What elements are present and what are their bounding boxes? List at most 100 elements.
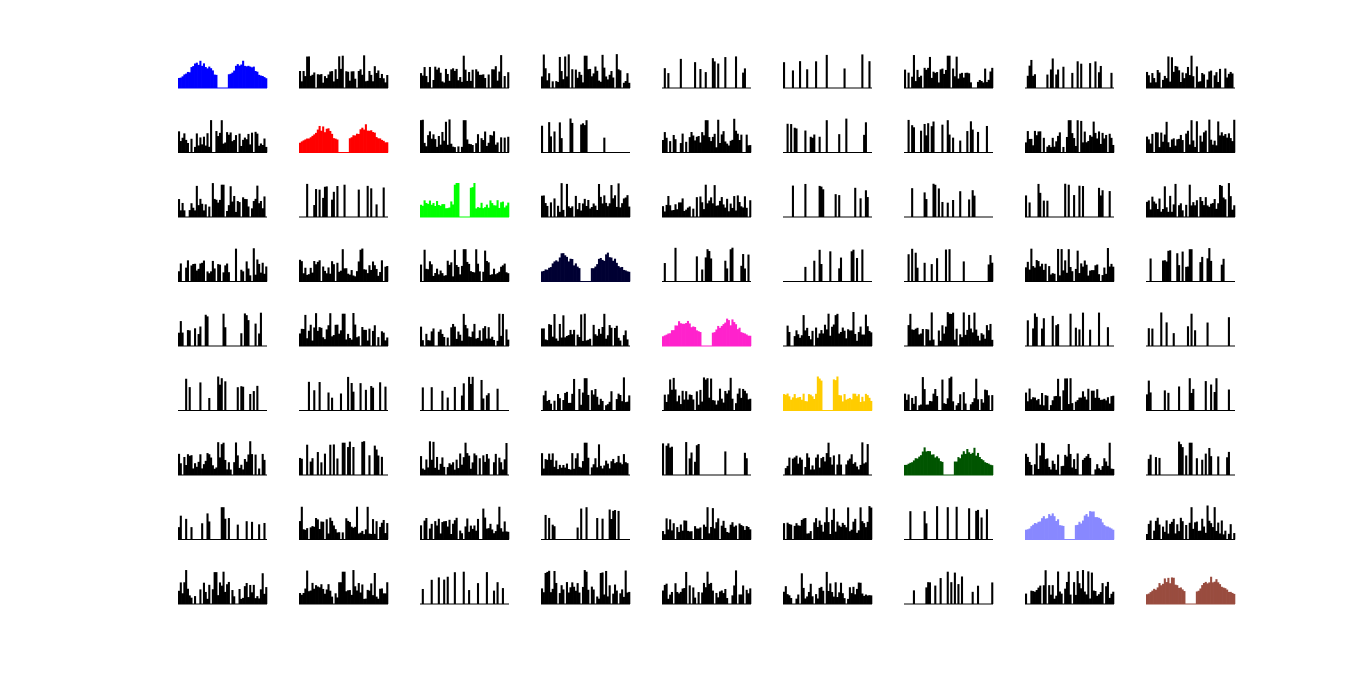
histogram-bar bbox=[669, 519, 672, 540]
histogram-bar bbox=[443, 204, 446, 217]
histogram-bar bbox=[492, 205, 496, 217]
histogram-bar bbox=[348, 522, 351, 540]
histogram-bar bbox=[726, 268, 729, 282]
histogram-bar bbox=[912, 127, 915, 153]
histogram-bar bbox=[323, 270, 326, 282]
histogram-bar bbox=[1025, 195, 1028, 217]
histogram-bar bbox=[562, 315, 565, 346]
histogram-bar bbox=[1055, 141, 1058, 153]
histogram-bar bbox=[695, 330, 698, 346]
histogram-bar bbox=[484, 131, 487, 153]
histogram-bar bbox=[948, 55, 951, 88]
histogram-bar bbox=[1163, 578, 1166, 604]
histogram-bar bbox=[585, 378, 588, 411]
histogram-bar bbox=[866, 595, 869, 604]
histogram-bar bbox=[487, 327, 490, 346]
histogram-bar bbox=[788, 595, 791, 604]
histogram-bar bbox=[423, 142, 426, 153]
histogram-bar bbox=[920, 455, 923, 475]
histogram-bar bbox=[1037, 468, 1040, 475]
histogram-bar bbox=[565, 76, 568, 88]
histogram-bar bbox=[800, 519, 803, 540]
histogram-bar bbox=[336, 186, 339, 217]
histogram-bar bbox=[1149, 209, 1152, 217]
histogram-bar bbox=[304, 267, 307, 282]
histogram-bar bbox=[811, 596, 814, 604]
histogram-bar bbox=[991, 339, 994, 346]
histogram-bar bbox=[818, 185, 821, 217]
histogram-bar bbox=[784, 394, 787, 411]
histogram-bar bbox=[492, 69, 496, 88]
histogram-bar bbox=[1053, 273, 1056, 282]
histogram-bar bbox=[548, 267, 551, 282]
histogram-bar bbox=[567, 206, 570, 217]
histogram-bar bbox=[352, 570, 355, 604]
histogram-bar bbox=[968, 508, 971, 540]
histogram-bar bbox=[799, 337, 802, 346]
histogram-bar bbox=[592, 464, 595, 475]
histogram-bar bbox=[839, 582, 843, 604]
histogram-bar bbox=[484, 461, 487, 475]
histogram-bar bbox=[218, 582, 222, 604]
histogram-bar bbox=[628, 271, 631, 282]
histogram-bar bbox=[1218, 185, 1222, 217]
histogram-bar bbox=[612, 458, 615, 475]
histogram-bar bbox=[729, 203, 732, 217]
histogram-bar bbox=[1218, 135, 1222, 153]
histogram-bar bbox=[375, 268, 378, 282]
histogram-bar bbox=[313, 588, 316, 604]
histogram-bar bbox=[1058, 591, 1061, 604]
histogram-bar bbox=[597, 598, 601, 604]
histogram-bar bbox=[311, 340, 314, 346]
histogram-bar bbox=[350, 526, 353, 540]
histogram-bar bbox=[606, 335, 609, 346]
histogram-bar bbox=[984, 68, 987, 88]
histogram-bar bbox=[904, 464, 907, 475]
histogram-bar bbox=[357, 583, 360, 604]
histogram-bar bbox=[1101, 583, 1104, 604]
histogram-bar bbox=[1065, 582, 1069, 604]
histogram-bar bbox=[836, 597, 839, 604]
histogram-bar bbox=[847, 460, 850, 475]
correlogram-panel-r8-c5 bbox=[662, 507, 752, 540]
histogram-bar bbox=[448, 519, 451, 540]
histogram-bar bbox=[555, 81, 558, 88]
histogram-bar bbox=[1217, 456, 1220, 475]
histogram-bar bbox=[1146, 136, 1149, 153]
histogram-bar bbox=[686, 399, 689, 411]
histogram-bar bbox=[500, 335, 503, 346]
histogram-bar bbox=[916, 267, 919, 282]
histogram-bar bbox=[670, 530, 673, 540]
histogram-bar bbox=[252, 584, 255, 604]
histogram-bar bbox=[1165, 322, 1168, 346]
histogram-bar bbox=[795, 598, 798, 604]
histogram-bar bbox=[450, 262, 453, 282]
histogram-bar bbox=[261, 75, 264, 88]
histogram-bar bbox=[348, 338, 351, 346]
histogram-bar bbox=[1220, 132, 1223, 153]
histogram-bar bbox=[729, 249, 732, 282]
histogram-bar bbox=[1046, 146, 1049, 153]
histogram-bar bbox=[923, 123, 926, 153]
histogram-bar bbox=[315, 189, 318, 217]
histogram-bar bbox=[558, 56, 561, 88]
histogram-bar bbox=[601, 518, 604, 540]
histogram-bar bbox=[185, 570, 188, 604]
histogram-bar bbox=[231, 590, 234, 604]
histogram-bar bbox=[816, 376, 819, 411]
histogram-bar bbox=[555, 582, 558, 604]
histogram-bar bbox=[460, 81, 464, 88]
histogram-bar bbox=[1222, 197, 1225, 217]
histogram-bar bbox=[222, 143, 225, 153]
histogram-bar bbox=[350, 270, 353, 282]
histogram-bar bbox=[186, 588, 189, 604]
histogram-bar bbox=[864, 393, 867, 411]
histogram-bar bbox=[619, 593, 622, 604]
histogram-bar bbox=[976, 131, 980, 153]
histogram-bar bbox=[306, 138, 309, 153]
histogram-bar bbox=[252, 66, 255, 88]
histogram-bar bbox=[850, 330, 853, 346]
histogram-bar bbox=[1028, 202, 1031, 217]
histogram-bar bbox=[475, 338, 478, 346]
histogram-bar bbox=[217, 202, 220, 217]
